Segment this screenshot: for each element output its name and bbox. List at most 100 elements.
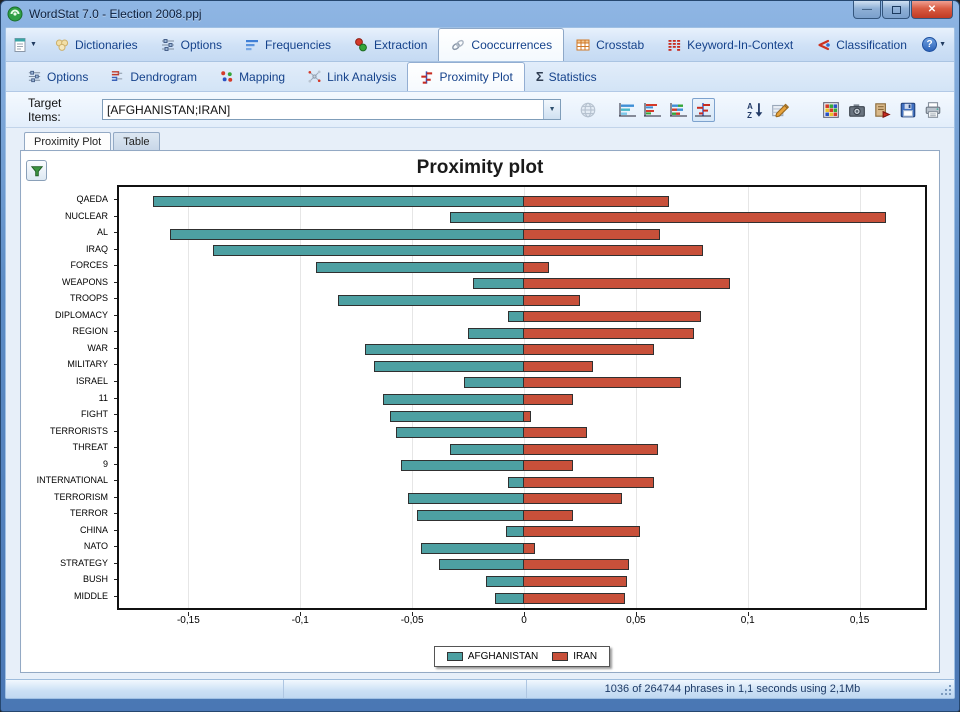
combo-dropdown-button[interactable]: ▼ [543,100,561,119]
maximize-button[interactable] [882,1,910,19]
subtab-statistics[interactable]: Σ Statistics [525,62,608,91]
bar-afghanistan [485,575,524,587]
bar-afghanistan [472,278,524,290]
tab-label: Dictionaries [74,37,138,52]
bar-afghanistan [315,261,524,273]
close-icon: ✕ [927,3,937,15]
chart-style-grouped-button[interactable] [641,98,665,122]
bar-iran [523,344,654,356]
globe-icon [579,101,597,119]
y-axis-category-label: TERRORISTS [49,425,108,436]
subtab-dendrogram[interactable]: Dendrogram [99,62,208,91]
minimize-button[interactable]: — [853,1,881,19]
bar-afghanistan [494,592,524,604]
chart-style-bars-button[interactable] [615,98,639,122]
grid-view-button[interactable] [819,98,843,122]
bar-iran [523,575,627,587]
frequencies-bars-icon [244,37,260,53]
gridline [188,187,190,608]
status-message: 1036 of 264744 phrases in 1,1 seconds us… [604,683,861,695]
main-toolbar: ▼ Dictionaries Options Frequencies Extra… [6,28,954,62]
x-axis-tick-label: -0,05 [400,615,424,626]
project-menu-button[interactable]: ▼ [8,28,43,61]
bar-afghanistan [450,212,524,224]
bar-afghanistan [438,559,524,571]
bar-afghanistan [468,327,524,339]
diverging-bar-chart-icon [693,102,713,118]
bar-afghanistan [508,476,524,488]
subtab-options[interactable]: Options [16,62,99,91]
filter-button[interactable] [26,160,47,181]
bar-iran [523,228,661,240]
bar-afghanistan [463,377,524,389]
export-button[interactable] [870,98,894,122]
y-axis-tick [114,364,119,366]
x-axis-tick-label: 0,15 [849,615,870,626]
subtab-mapping[interactable]: Mapping [208,62,296,91]
funnel-icon [30,164,44,178]
sigma-icon: Σ [535,69,544,84]
chart-style-stacked-button[interactable] [666,98,690,122]
bar-iran [523,427,587,439]
tab-label: Table [123,135,150,148]
proximity-plot-view: Proximity Plot Table Proximity plot QAED… [6,128,954,679]
y-axis-category-label: REGION [72,326,108,337]
tab-label: Link Analysis [327,69,397,84]
link-analysis-network-icon [307,69,322,84]
wordstat-logo-icon [7,6,23,22]
target-items-input[interactable] [103,100,544,119]
app-body: ▼ Dictionaries Options Frequencies Extra… [5,27,955,699]
tab-crosstab[interactable]: Crosstab [564,28,655,61]
bar-afghanistan [170,228,524,240]
tab-extraction[interactable]: Extraction [342,28,438,61]
classification-arrow-icon [815,37,831,53]
y-axis-tick [114,414,119,416]
y-axis-category-label: MIDDLE [73,591,108,601]
subtab-link-analysis[interactable]: Link Analysis [296,62,407,91]
snapshot-button[interactable] [845,98,869,122]
printer-icon [924,101,942,119]
subtab-proximity-plot[interactable]: Proximity Plot [407,62,525,91]
plot-area [117,185,927,610]
view-tabs: Proximity Plot Table [24,132,940,150]
x-axis-tick [635,612,637,616]
chart-style-proximity-button[interactable] [691,97,716,122]
close-button[interactable]: ✕ [911,1,953,19]
tab-label: Statistics [548,69,597,84]
bar-iran [523,212,887,224]
bar-afghanistan [383,394,524,405]
resize-grip[interactable] [938,680,954,698]
bar-iran [523,559,630,571]
minimize-icon: — [862,3,872,15]
bar-afghanistan [400,460,524,472]
tab-label: Extraction [374,37,428,52]
help-button[interactable]: ? [922,37,938,52]
tab-frequencies[interactable]: Frequencies [233,28,342,61]
cooccurrences-sub-toolbar: Options Dendrogram Mapping Link Analysis… [6,62,954,92]
view-tab-proximity-plot[interactable]: Proximity Plot [24,132,112,150]
extraction-traffic-light-icon [353,37,369,53]
view-tab-table[interactable]: Table [113,132,160,150]
y-axis-category-label: NATO [83,541,108,552]
bar-afghanistan [389,410,524,422]
save-button[interactable] [896,98,920,122]
y-axis-tick [114,562,119,564]
options-sliders-icon [27,69,42,84]
crosstab-table-icon [575,37,591,53]
y-axis-category-label: TERRORISM [54,491,108,502]
y-axis-category-label: WAR [87,342,108,353]
bar-afghanistan [152,195,524,207]
y-axis-tick [114,546,119,548]
grouped-bar-chart-icon [642,102,662,118]
tab-cooccurrences[interactable]: Cooccurrences [438,28,565,61]
print-button[interactable] [921,98,945,122]
y-axis-tick [114,513,119,515]
tab-options-main[interactable]: Options [149,28,233,61]
edit-chart-button[interactable] [768,98,792,122]
tab-classification[interactable]: Classification [804,28,918,61]
tab-keyword-in-context[interactable]: Keyword-In-Context [655,28,804,61]
globe-button[interactable] [576,98,600,122]
tab-dictionaries[interactable]: Dictionaries [43,28,149,61]
